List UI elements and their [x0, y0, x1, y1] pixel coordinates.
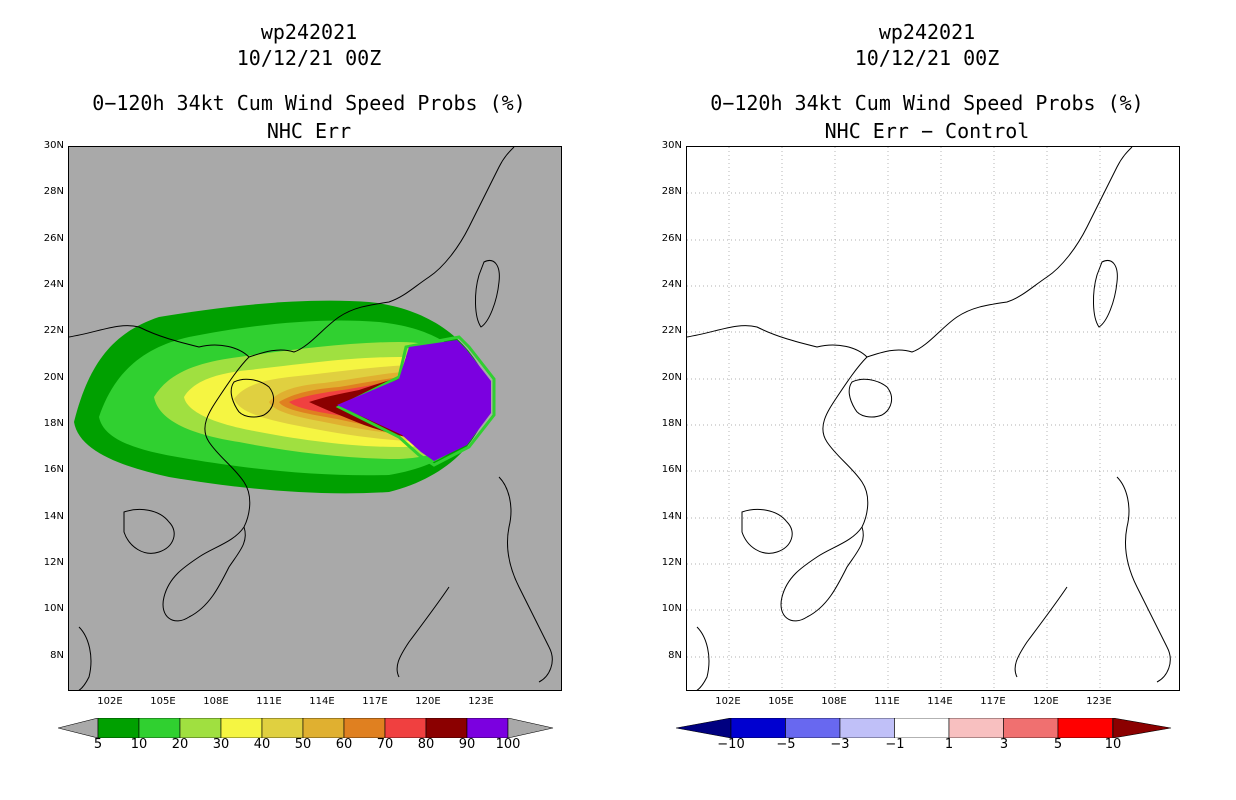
- colorbar-label: −5: [776, 737, 796, 752]
- lon-label: 123E: [1086, 696, 1112, 707]
- colorbar-swatch: [730, 718, 786, 738]
- colorbar-end-high: [1112, 718, 1172, 738]
- lon-label: 117E: [980, 696, 1006, 707]
- colorbar-label: 1: [944, 737, 954, 752]
- colorbar-label: 100: [495, 737, 521, 752]
- colorbar-left: [58, 718, 554, 738]
- prob-band-100: [337, 340, 491, 461]
- lon-label: 120E: [1033, 696, 1059, 707]
- lat-label: 28N: [43, 186, 64, 197]
- colorbar-end-low: [58, 718, 99, 738]
- colorbar-swatch: [261, 718, 304, 738]
- lat-label: 30N: [43, 140, 64, 151]
- colorbar-label: 30: [212, 737, 230, 752]
- coastlines: [69, 147, 553, 690]
- lat-label: 12N: [43, 557, 64, 568]
- colorbar-label: 50: [294, 737, 312, 752]
- colorbar-label: 70: [376, 737, 394, 752]
- date-time: 10/12/21 00Z: [236, 46, 382, 70]
- colorbar-label: 5: [93, 737, 103, 752]
- colorbar-label: 90: [458, 737, 476, 752]
- lat-label: 26N: [661, 233, 682, 244]
- colorbar-swatch: [894, 718, 950, 738]
- colorbar-swatch: [302, 718, 345, 738]
- storm-id: wp242021: [260, 20, 358, 44]
- colorbar-swatch: [384, 718, 427, 738]
- colorbar-swatch: [785, 718, 841, 738]
- lat-label: 24N: [43, 279, 64, 290]
- lon-label: 114E: [927, 696, 953, 707]
- storm-id: wp242021: [878, 20, 976, 44]
- lon-label: 108E: [203, 696, 229, 707]
- left-panel: wp242021 10/12/21 00Z 0−120h 34kt Cum Wi…: [43, 20, 562, 752]
- grid-lines: [687, 147, 1179, 690]
- colorbar-end-low: [676, 718, 732, 738]
- lon-label: 105E: [768, 696, 794, 707]
- colorbar-label: 10: [130, 737, 148, 752]
- colorbar-label: 20: [171, 737, 189, 752]
- right-panel: wp242021 10/12/21 00Z 0−120h 34kt Cum Wi…: [618, 0, 1236, 800]
- lat-label: 28N: [661, 186, 682, 197]
- lat-label: 10N: [661, 603, 682, 614]
- lon-label: 105E: [150, 696, 176, 707]
- colorbar-swatch: [1057, 718, 1113, 738]
- coastlines: [687, 147, 1171, 690]
- lon-label: 102E: [97, 696, 123, 707]
- product-title: 0−120h 34kt Cum Wind Speed Probs (%): [710, 91, 1144, 115]
- lon-label: 120E: [415, 696, 441, 707]
- lat-label: 12N: [661, 557, 682, 568]
- lat-label: 20N: [661, 372, 682, 383]
- colorbar-swatch: [839, 718, 895, 738]
- colorbar-label: 3: [999, 737, 1009, 752]
- lat-label: 14N: [661, 511, 682, 522]
- colorbar-label: 5: [1053, 737, 1063, 752]
- colorbar-label: 60: [335, 737, 353, 752]
- lon-label: 111E: [874, 696, 900, 707]
- lat-label: 18N: [43, 418, 64, 429]
- colorbar-label: −1: [885, 737, 905, 752]
- date-time: 10/12/21 00Z: [854, 46, 1000, 70]
- subtitle: NHC Err: [266, 119, 352, 143]
- lon-label: 123E: [468, 696, 494, 707]
- colorbar-swatch: [343, 718, 386, 738]
- difference-map: [686, 146, 1180, 691]
- colorbar-swatch: [1003, 718, 1059, 738]
- lat-label: 24N: [661, 279, 682, 290]
- lon-label: 111E: [256, 696, 282, 707]
- colorbar-right: [676, 718, 1172, 738]
- colorbar-label: 40: [253, 737, 271, 752]
- lat-label: 30N: [661, 140, 682, 151]
- colorbar-swatch: [425, 718, 468, 738]
- lon-label: 114E: [309, 696, 335, 707]
- colorbar-label: 80: [417, 737, 435, 752]
- colorbar-swatch: [179, 718, 222, 738]
- colorbar-end-high: [507, 718, 554, 738]
- lat-label: 14N: [43, 511, 64, 522]
- lat-label: 20N: [43, 372, 64, 383]
- lat-label: 22N: [661, 325, 682, 336]
- probability-map: [68, 146, 562, 691]
- subtitle: NHC Err − Control: [824, 119, 1030, 143]
- colorbar-swatch: [466, 718, 509, 738]
- lat-label: 16N: [661, 464, 682, 475]
- lat-label: 26N: [43, 233, 64, 244]
- colorbar-label: 10: [1104, 737, 1122, 752]
- colorbar-swatch: [220, 718, 263, 738]
- product-title: 0−120h 34kt Cum Wind Speed Probs (%): [92, 91, 526, 115]
- lat-label: 22N: [43, 325, 64, 336]
- lat-label: 16N: [43, 464, 64, 475]
- colorbar-swatch: [97, 718, 140, 738]
- colorbar-swatch: [948, 718, 1004, 738]
- lat-label: 18N: [661, 418, 682, 429]
- lon-label: 117E: [362, 696, 388, 707]
- colorbar-swatch: [138, 718, 181, 738]
- lon-label: 108E: [821, 696, 847, 707]
- colorbar-label: −10: [717, 737, 745, 752]
- lon-label: 102E: [715, 696, 741, 707]
- lat-label: 10N: [43, 603, 64, 614]
- colorbar-label: −3: [830, 737, 850, 752]
- lat-label: 8N: [668, 650, 682, 661]
- lat-label: 8N: [50, 650, 64, 661]
